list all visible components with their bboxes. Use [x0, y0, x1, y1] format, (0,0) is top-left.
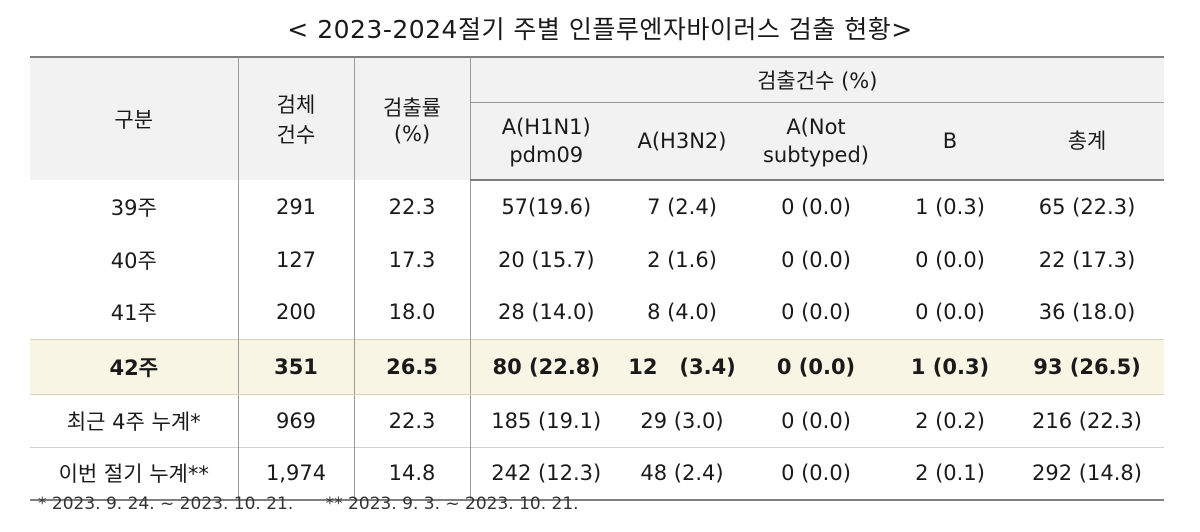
table-row: 40주 127 17.3 20 (15.7) 2 (1.6) 0 (0.0) 0… [30, 233, 1164, 286]
h3n2-cell: 8 (4.0) [647, 300, 717, 325]
total-cell: 93 (26.5) [1010, 338, 1165, 395]
specimens-cell: 127 [237, 233, 354, 286]
row-label: 41주 [110, 301, 157, 326]
table-header: 구분 검체 건수 검출률 (%) 검출건수 (%) A(H1N1) pdm09 … [30, 56, 1165, 181]
header-specimens: 검체 건수 [237, 56, 354, 180]
rate-cell: 22.3 [353, 180, 470, 233]
not-subtyped-cell: 0 (0.0) [781, 247, 851, 272]
h3n2-cell: 29 (3.0) [622, 393, 742, 447]
table-row: 41주 200 18.0 28 (14.0) 8 (4.0) 0 (0.0) 0… [30, 286, 1164, 339]
not-subtyped-cell: 0 (0.0) [781, 195, 851, 219]
rate-cell: 18.0 [353, 286, 470, 339]
b-cell: 1 (0.3) [890, 338, 1010, 395]
specimens-cell: 1,974 [237, 446, 354, 501]
header-h1n1: A(H1N1) pdm09 [469, 102, 622, 181]
h3n2-cell: 12 (3.4) [622, 338, 742, 395]
header-h3n2: A(H3N2) [622, 102, 742, 181]
rate-cell: 26.5 [353, 338, 470, 395]
h3n2-cell: 2 (1.6) [647, 247, 717, 272]
rate-cell: 14.8 [353, 446, 470, 501]
specimens-cell: 200 [237, 286, 354, 339]
b-cell: 1 (0.3) [915, 195, 985, 219]
row-label: 40주 [110, 248, 157, 273]
total-cell: 216 (22.3) [1010, 393, 1165, 447]
header-total: 총계 [1010, 102, 1165, 181]
h3n2-cell: 7 (2.4) [647, 195, 717, 219]
total-cell: 292 (14.8) [1010, 446, 1165, 501]
h1n1-cell: 28 (14.0) [469, 286, 622, 339]
header-detection-count-group: 검출건수 (%) [469, 56, 1165, 103]
influenza-detection-table: 구분 검체 건수 검출률 (%) 검출건수 (%) A(H1N1) pdm09 … [30, 56, 1165, 501]
table-row: 39주 291 22.3 57(19.6) 7 (2.4) 0 (0.0) 1 … [30, 180, 1164, 233]
h3n2-cell: 48 (2.4) [622, 446, 742, 501]
table-title: < 2023-2024절기 주별 인플루엔자바이러스 검출 현황> [287, 15, 913, 44]
footnote: * 2023. 9. 24. ~ 2023. 10. 21. ** 2023. … [38, 494, 579, 514]
header-not-subtyped: A(Not subtyped) [742, 102, 890, 181]
h1n1-cell: 20 (15.7) [469, 233, 622, 286]
specimens-cell: 969 [237, 393, 354, 447]
h1n1-cell: 80 (22.8) [469, 338, 622, 395]
table-body: 39주 291 22.3 57(19.6) 7 (2.4) 0 (0.0) 1 … [30, 180, 1165, 501]
table-row: 이번 절기 누계** 1,974 14.8 242 (12.3) 48 (2.4… [30, 446, 1165, 501]
specimens-cell: 291 [237, 180, 354, 233]
not-subtyped-cell: 0 (0.0) [742, 338, 890, 395]
h1n1-cell: 185 (19.1) [469, 393, 622, 447]
header-detection-rate: 검출률 (%) [353, 56, 470, 180]
table-row: 최근 4주 누계* 969 22.3 185 (19.1) 29 (3.0) 0… [30, 393, 1165, 447]
total-cell: 65 (22.3) [1038, 195, 1136, 219]
not-subtyped-cell: 0 (0.0) [781, 300, 851, 325]
header-category: 구분 [30, 56, 238, 180]
table-row-highlighted: 42주 351 26.5 80 (22.8) 12 (3.4) 0 (0.0) … [30, 338, 1165, 395]
total-cell: 22 (17.3) [1038, 247, 1136, 272]
row-label: 이번 절기 누계** [30, 446, 238, 501]
rate-cell: 22.3 [353, 393, 470, 447]
b-cell: 2 (0.1) [890, 446, 1010, 501]
specimens-cell: 351 [237, 338, 354, 395]
b-cell: 0 (0.0) [915, 300, 985, 325]
total-cell: 36 (18.0) [1038, 300, 1136, 325]
row-label: 최근 4주 누계* [30, 393, 238, 447]
row-label: 42주 [30, 338, 238, 395]
b-cell: 0 (0.0) [915, 247, 985, 272]
row-label: 39주 [110, 195, 157, 220]
not-subtyped-cell: 0 (0.0) [742, 446, 890, 501]
b-cell: 2 (0.2) [890, 393, 1010, 447]
h1n1-cell: 57(19.6) [469, 180, 622, 233]
h1n1-cell: 242 (12.3) [469, 446, 622, 501]
rate-cell: 17.3 [353, 233, 470, 286]
header-b: B [890, 102, 1010, 181]
not-subtyped-cell: 0 (0.0) [742, 393, 890, 447]
